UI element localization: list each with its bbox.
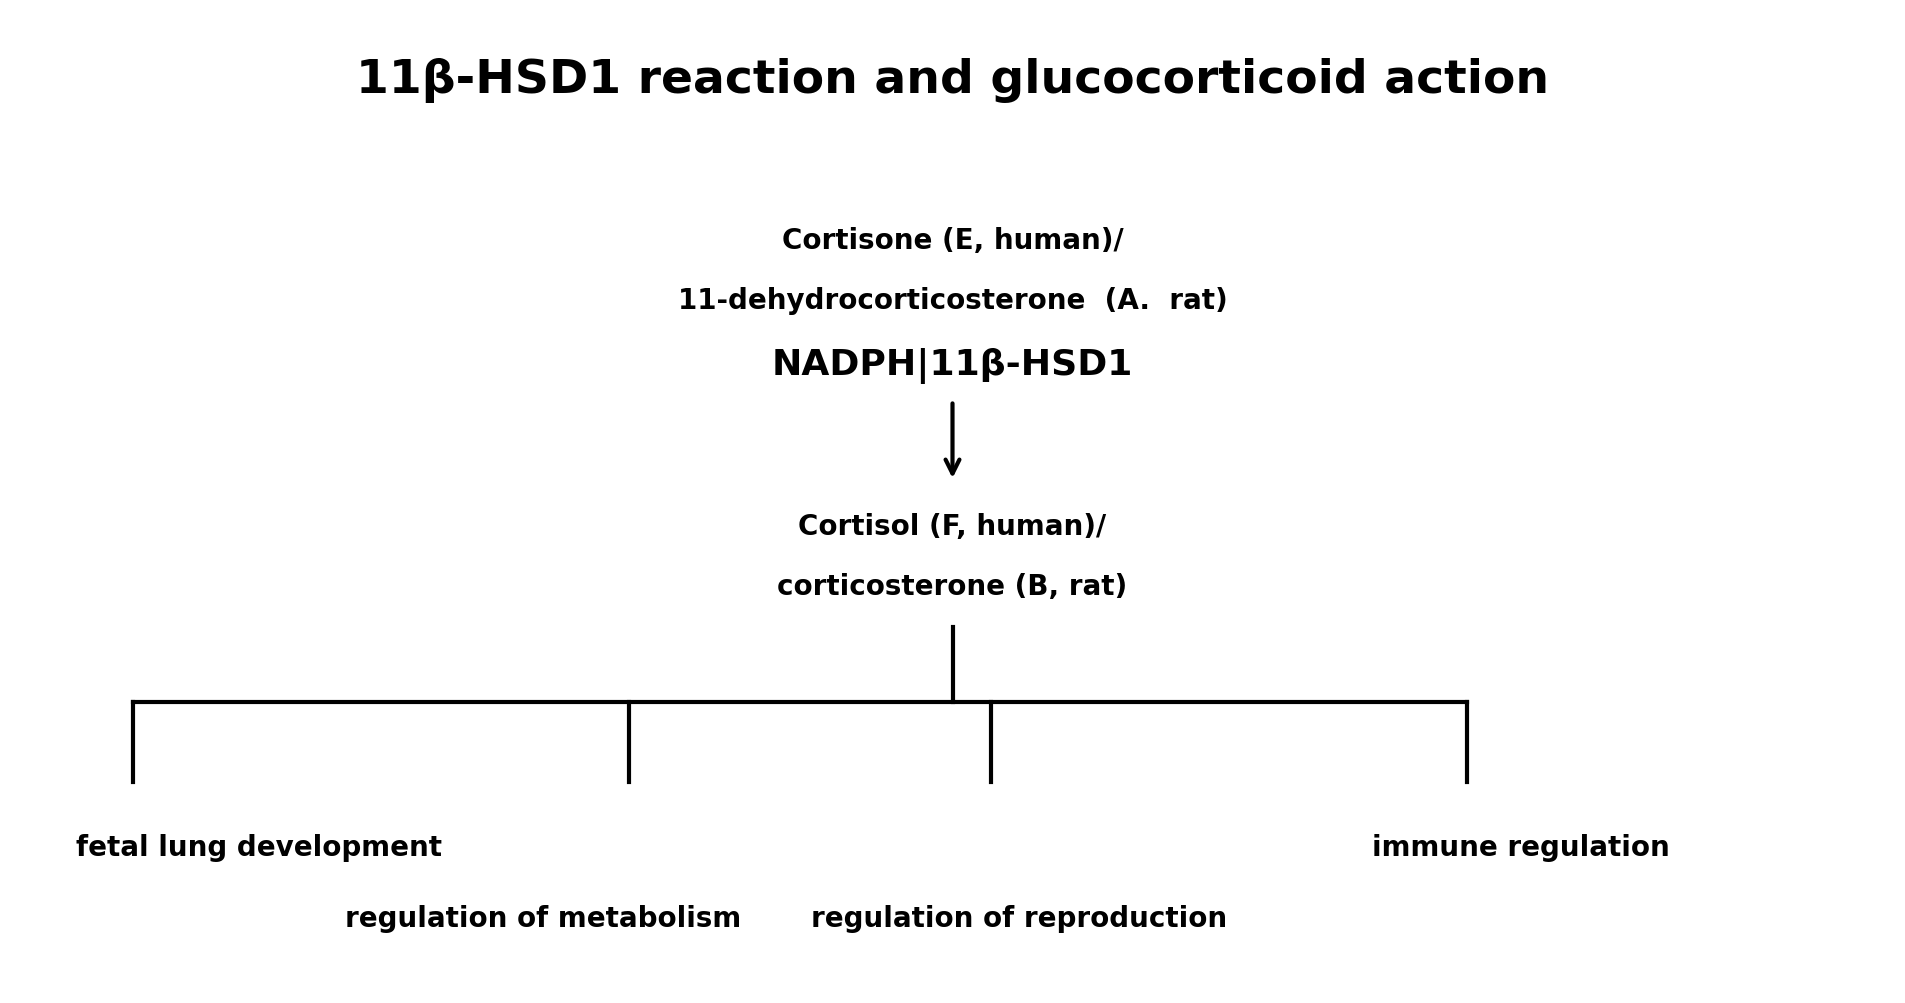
Text: regulation of reproduction: regulation of reproduction (812, 904, 1227, 932)
Text: corticosterone (B, rat): corticosterone (B, rat) (777, 573, 1128, 601)
Text: NADPH|11β-HSD1: NADPH|11β-HSD1 (772, 348, 1133, 384)
Text: immune regulation: immune regulation (1372, 833, 1669, 862)
Text: Cortisone (E, human)/: Cortisone (E, human)/ (781, 227, 1124, 255)
Text: Cortisol (F, human)/: Cortisol (F, human)/ (798, 513, 1107, 541)
Text: 11β-HSD1 reaction and glucocorticoid action: 11β-HSD1 reaction and glucocorticoid act… (356, 58, 1549, 102)
Text: regulation of metabolism: regulation of metabolism (345, 904, 741, 932)
Text: fetal lung development: fetal lung development (76, 833, 442, 862)
Text: 11-dehydrocorticosterone  (A.  rat): 11-dehydrocorticosterone (A. rat) (678, 287, 1227, 315)
